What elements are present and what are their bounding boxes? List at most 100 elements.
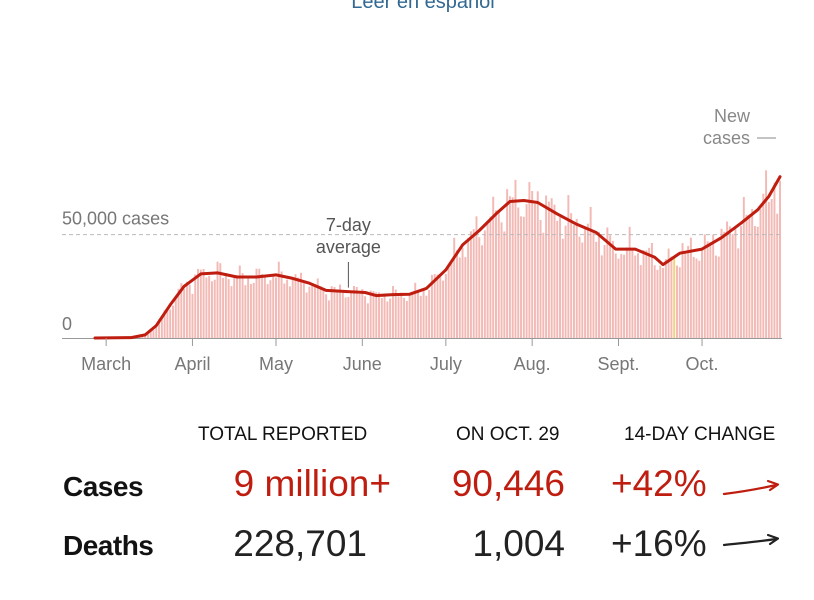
daily-case-bar: [333, 286, 336, 338]
daily-case-bar: [330, 286, 333, 338]
daily-case-bar: [572, 224, 575, 338]
daily-case-bar: [219, 263, 222, 338]
daily-case-bar: [194, 274, 197, 338]
x-tick-label: May: [259, 354, 293, 374]
daily-case-bar: [520, 216, 523, 338]
daily-case-bar: [252, 282, 255, 338]
daily-case-bar: [430, 274, 433, 338]
daily-case-bar: [559, 217, 561, 338]
daily-case-bar: [464, 257, 467, 338]
daily-case-bar: [656, 269, 659, 338]
daily-case-bar: [372, 291, 375, 338]
daily-case-bar: [383, 296, 386, 338]
new-cases-bars: [96, 170, 781, 338]
daily-case-bar: [617, 258, 620, 338]
annotation-new-line2: cases: [703, 128, 750, 148]
daily-case-bar: [528, 182, 531, 338]
daily-case-bar: [283, 283, 286, 338]
daily-case-bar: [166, 308, 169, 338]
daily-case-bar: [380, 297, 383, 338]
daily-case-bar: [570, 213, 573, 338]
x-tick-label: Aug.: [514, 354, 551, 374]
daily-case-bar: [606, 227, 609, 338]
daily-case-bar: [703, 234, 706, 338]
annotation-avg-line1: 7-day: [326, 215, 371, 235]
daily-case-bar: [653, 265, 656, 338]
daily-case-bar: [545, 195, 548, 338]
daily-case-bar: [539, 220, 542, 338]
daily-case-bar: [600, 255, 603, 338]
daily-case-bar: [294, 274, 297, 338]
daily-case-bar: [726, 221, 729, 338]
daily-case-bar: [664, 259, 667, 338]
header-total-reported: TOTAL REPORTED: [198, 424, 368, 445]
daily-case-bar: [364, 296, 367, 338]
daily-case-bar: [277, 261, 280, 338]
daily-case-bar: [297, 277, 300, 338]
daily-case-bar: [614, 253, 617, 338]
header-14-day-change: 14-DAY CHANGE: [624, 424, 776, 445]
cases-on-date: 90,446: [451, 463, 565, 504]
daily-case-bar: [188, 284, 191, 338]
daily-case-bar: [765, 170, 768, 338]
daily-case-bar: [314, 285, 316, 338]
daily-case-bar: [547, 201, 550, 338]
daily-case-bar: [495, 210, 497, 338]
covid-cases-chart: 0 50,000 cases March April May June July Aug.…: [62, 106, 782, 374]
daily-case-bar: [258, 268, 261, 338]
x-tick-label: July: [430, 354, 462, 374]
cases-row-label: Cases: [63, 471, 144, 502]
daily-case-bar: [408, 293, 411, 338]
daily-case-bar: [425, 295, 428, 338]
daily-case-bar: [589, 206, 592, 338]
daily-case-bar: [561, 238, 564, 338]
daily-case-bar: [506, 189, 509, 338]
daily-case-bar: [375, 292, 378, 338]
daily-case-bar: [339, 284, 342, 338]
daily-case-bar: [536, 191, 539, 338]
daily-case-bar: [319, 286, 322, 338]
daily-case-bar: [595, 241, 598, 338]
daily-case-bar: [177, 288, 180, 338]
daily-case-bar: [706, 241, 709, 338]
x-tick-label: Sept.: [597, 354, 639, 374]
daily-case-bar: [720, 228, 723, 338]
daily-case-bar: [247, 276, 250, 338]
daily-case-bar: [361, 289, 364, 338]
daily-case-bar: [180, 283, 183, 338]
daily-case-bar: [414, 282, 417, 338]
daily-case-bar: [650, 242, 653, 338]
daily-case-bar: [422, 288, 425, 338]
daily-case-bar: [197, 268, 199, 338]
daily-case-bar: [773, 182, 776, 338]
daily-case-bar: [698, 260, 701, 338]
daily-case-bar: [300, 272, 303, 338]
daily-case-bar: [344, 297, 347, 338]
daily-case-bar: [731, 234, 734, 338]
daily-case-bar: [517, 207, 520, 338]
daily-case-bar: [737, 248, 740, 338]
spanish-language-link[interactable]: Leer en español: [351, 0, 495, 13]
cases-14-day-change: +42%: [611, 463, 707, 504]
daily-case-bar: [659, 265, 662, 338]
x-tick-label: April: [174, 354, 210, 374]
daily-case-bar: [152, 330, 155, 338]
x-tick-label: March: [81, 354, 131, 374]
daily-case-bar: [458, 257, 461, 338]
daily-case-bar: [511, 197, 514, 338]
daily-case-bar: [611, 240, 614, 338]
daily-case-bar: [171, 305, 174, 338]
daily-case-bar: [481, 245, 484, 338]
daily-case-bar: [503, 231, 506, 338]
daily-case-bar: [447, 267, 450, 338]
deaths-total: 228,701: [233, 523, 367, 564]
daily-case-bar: [745, 214, 748, 338]
x-tick-label: Oct.: [686, 354, 719, 374]
daily-case-bar: [311, 283, 314, 338]
daily-case-bar: [648, 247, 651, 338]
daily-case-bar: [291, 277, 294, 338]
daily-case-bar: [400, 292, 403, 338]
daily-case-bar: [628, 226, 631, 338]
daily-case-bar: [714, 255, 717, 338]
daily-case-bar: [263, 277, 266, 338]
